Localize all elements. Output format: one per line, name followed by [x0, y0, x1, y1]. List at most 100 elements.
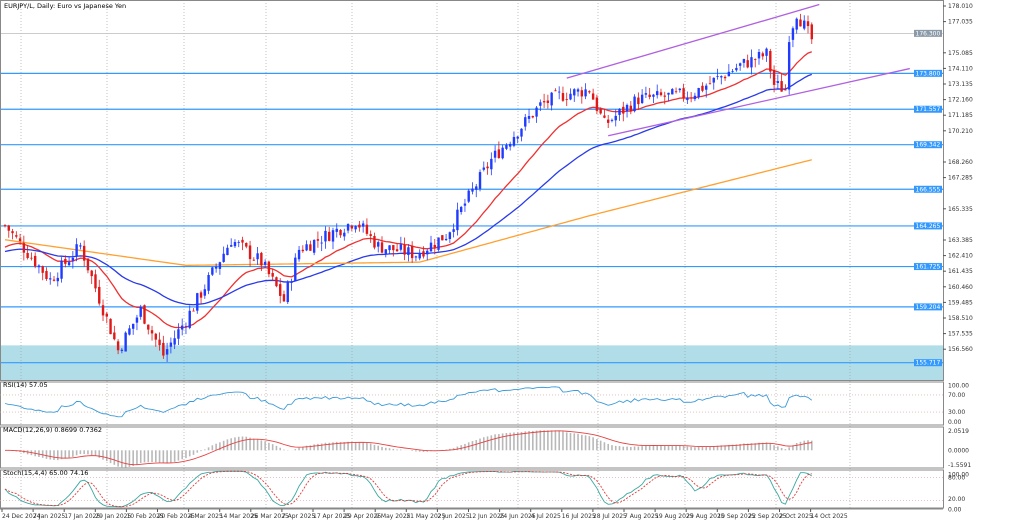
y-tick-label: 162.410 — [948, 253, 973, 260]
candle-bull — [426, 250, 429, 255]
stoch-tick-label: 20.00 — [948, 496, 965, 503]
candle-bull — [720, 76, 723, 78]
candle-bull — [218, 262, 222, 269]
candle-bull — [524, 117, 527, 127]
candle-bull — [490, 158, 493, 170]
x-tick-label: 22 Sep 2025 — [748, 513, 786, 520]
candle-bull — [697, 88, 700, 98]
candle-bull — [584, 89, 587, 97]
stoch-pane-frame — [0, 469, 944, 509]
y-tick-label: 171.185 — [948, 112, 973, 119]
y-tick-label: 178.010 — [948, 3, 973, 10]
axes: 178.010 177.035 175.085 174.110 173.135 172.1… — [0, 0, 973, 520]
candle-bear — [769, 50, 772, 72]
candle-bull — [735, 67, 738, 71]
candle-bear — [403, 244, 406, 255]
x-tick-label: 7 Jan 2025 — [33, 513, 65, 520]
candle-bear — [154, 333, 157, 340]
candle-bull — [120, 349, 124, 351]
candle-bear — [316, 239, 320, 241]
candle-bull — [211, 267, 214, 275]
rsi-tick-label: 70.00 — [948, 392, 965, 399]
candle-bull — [482, 167, 485, 170]
candle-bear — [546, 100, 550, 104]
candle-bear — [98, 286, 101, 304]
candle-bull — [128, 328, 131, 335]
candle-bear — [380, 242, 384, 253]
rsi-label: RSI(14) 57.05 — [3, 381, 48, 389]
candle-bear — [622, 106, 625, 114]
candle-bull — [222, 253, 225, 262]
candle-bear — [761, 53, 764, 57]
price-channel[interactable] — [566, 3, 910, 137]
x-tick-label: 29 Jan 2025 — [95, 513, 131, 520]
candle-bull — [550, 92, 553, 106]
channel-upper-line — [566, 3, 820, 79]
candle-bear — [41, 266, 44, 273]
current-price-label: 176.300 — [916, 30, 941, 37]
level-price-tag — [914, 263, 942, 271]
candles — [3, 13, 813, 362]
candle-bear — [392, 245, 395, 251]
candle-bull — [286, 282, 289, 303]
candle-bear — [588, 91, 591, 93]
x-tick-label: 10 Feb 2025 — [126, 513, 164, 520]
candle-bull — [135, 317, 139, 323]
x-tick-label: 24 Jun 2025 — [500, 513, 536, 520]
chart-title: EURJPY/L, Daily: Euro vs Japanese Yen — [4, 2, 126, 10]
indicator-panes: 100.00 70.00 30.00 0.00 2.0519 0.0000 -1.5591 1… — [0, 381, 971, 514]
y-tick-label: 163.385 — [948, 237, 973, 244]
candle-bull — [652, 94, 655, 97]
candle-bear — [147, 324, 150, 330]
x-tick-label: 29 Apr 2025 — [344, 513, 381, 520]
candle-bull — [37, 265, 41, 268]
candle-bear — [369, 234, 372, 236]
x-tick-label: 7 Apr 2025 — [282, 513, 315, 520]
candle-bear — [248, 245, 252, 260]
x-tick-label: 26 Mar 2025 — [251, 513, 289, 520]
candle-bull — [667, 92, 670, 95]
candle-bear — [252, 259, 256, 261]
ma-slow-line — [4, 159, 812, 267]
x-tick-label: 24 Dec 2024 — [2, 513, 41, 520]
candle-bull — [693, 95, 697, 100]
candle-bull — [671, 89, 674, 95]
candle-bull — [750, 57, 753, 68]
candle-bear — [422, 251, 425, 257]
candle-bull — [493, 150, 497, 158]
x-tick-label: 17 Apr 2025 — [313, 513, 350, 520]
candle-bull — [444, 238, 448, 241]
candle-bull — [180, 325, 184, 330]
candle-bull — [505, 145, 508, 149]
candle-bear — [199, 292, 203, 298]
candle-bull — [539, 102, 542, 106]
candle-bull — [305, 244, 308, 251]
candle-bull — [407, 247, 410, 256]
candle-bull — [569, 93, 572, 100]
candle-bull — [184, 326, 188, 328]
x-tick-label: 4 Mar 2025 — [189, 513, 223, 520]
candle-bear — [806, 21, 810, 27]
candle-bear — [105, 313, 108, 317]
candle-bear — [701, 85, 704, 91]
candle-bull — [230, 245, 233, 247]
candle-bear — [309, 244, 312, 251]
candle-bear — [682, 88, 685, 98]
candle-bear — [86, 258, 90, 271]
candle-bear — [799, 19, 802, 27]
candle-bear — [486, 166, 489, 169]
candle-bull — [361, 223, 365, 227]
level-price-tag — [914, 359, 942, 367]
candle-bull — [263, 261, 267, 265]
stoch-main-line — [4, 470, 813, 508]
candle-bull — [475, 186, 478, 190]
candle-bull — [196, 293, 199, 311]
y-tick-label: 168.260 — [948, 159, 973, 166]
candle-bull — [478, 172, 482, 189]
x-tick-label: 14 Oct 2025 — [811, 513, 848, 520]
candle-bull — [678, 88, 682, 91]
level-price-label: 159.204 — [916, 304, 941, 311]
candle-bull — [399, 244, 403, 250]
rsi-tick-label: 100.00 — [948, 383, 969, 390]
